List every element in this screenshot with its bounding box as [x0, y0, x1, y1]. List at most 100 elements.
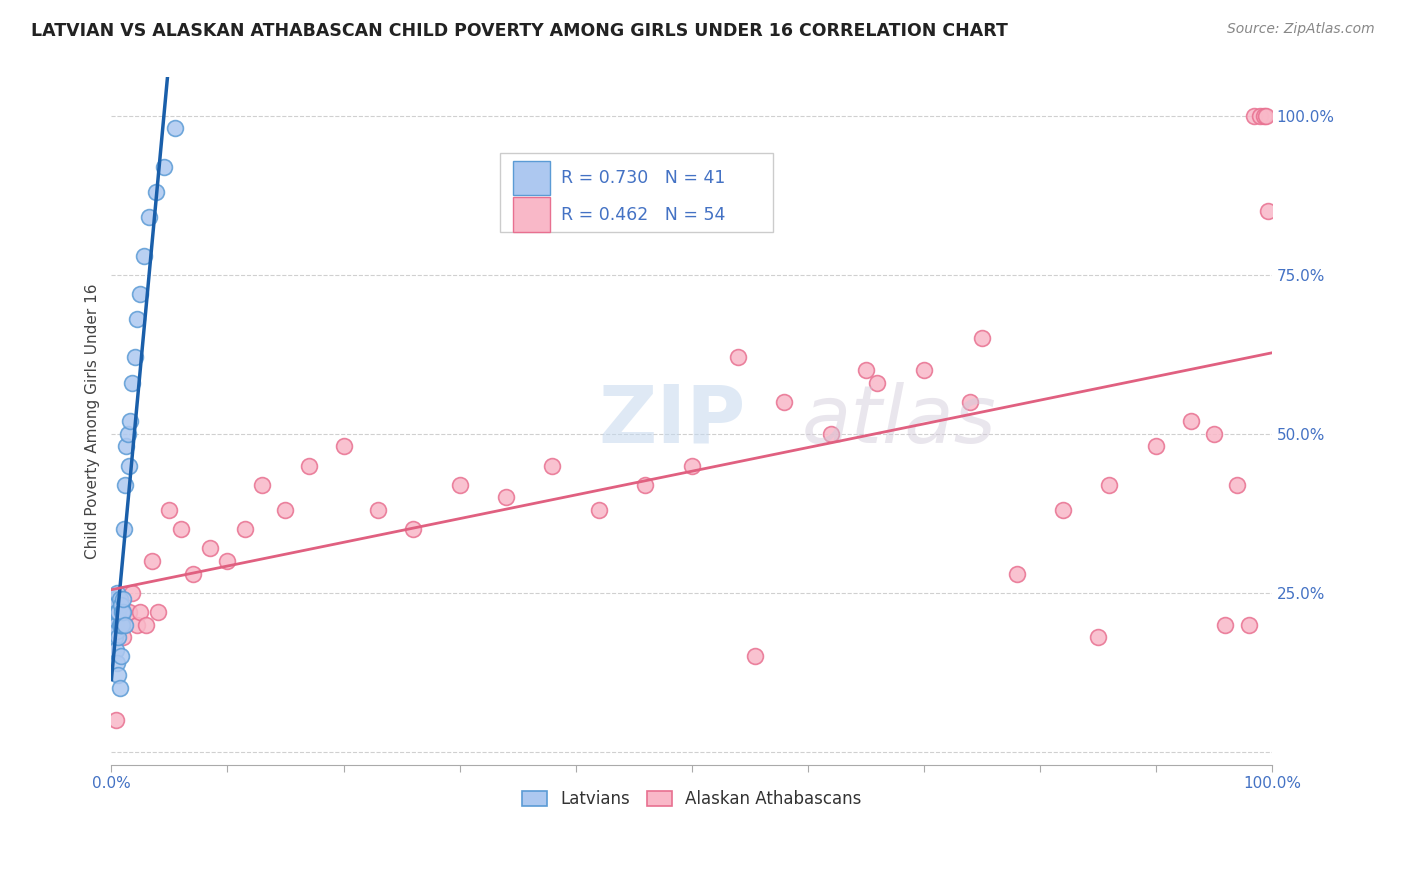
Point	[108, 617, 131, 632]
Point	[105, 605, 128, 619]
Legend: Latvians, Alaskan Athabascans: Latvians, Alaskan Athabascans	[515, 783, 868, 814]
Point	[110, 649, 132, 664]
Point	[274, 503, 297, 517]
Point	[105, 624, 128, 638]
Point	[217, 554, 239, 568]
Point	[332, 439, 354, 453]
Point	[181, 566, 204, 581]
Point	[110, 599, 132, 613]
Point	[115, 439, 138, 453]
Point	[252, 477, 274, 491]
Point	[105, 617, 128, 632]
Point	[125, 617, 148, 632]
Text: LATVIAN VS ALASKAN ATHABASCAN CHILD POVERTY AMONG GIRLS UNDER 16 CORRELATION CHA: LATVIAN VS ALASKAN ATHABASCAN CHILD POVE…	[31, 22, 1008, 40]
Point	[107, 630, 129, 644]
Point	[111, 592, 134, 607]
Point	[1005, 566, 1028, 581]
Point	[588, 503, 610, 517]
Point	[111, 605, 134, 619]
Point	[198, 541, 221, 556]
Point	[367, 503, 389, 517]
Point	[104, 630, 127, 644]
Point	[146, 605, 169, 619]
Point	[298, 458, 321, 473]
Point	[1243, 109, 1265, 123]
Point	[681, 458, 703, 473]
Point	[107, 605, 129, 619]
Point	[111, 630, 134, 644]
Point	[1180, 414, 1202, 428]
Point	[165, 121, 187, 136]
Point	[118, 458, 141, 473]
Point	[495, 491, 517, 505]
Point	[114, 477, 136, 491]
Point	[820, 426, 842, 441]
FancyBboxPatch shape	[501, 153, 773, 232]
Point	[1237, 617, 1260, 632]
Point	[1254, 109, 1277, 123]
FancyBboxPatch shape	[513, 161, 550, 195]
Point	[103, 617, 125, 632]
Point	[104, 611, 127, 625]
Text: ZIP: ZIP	[599, 382, 747, 460]
Point	[129, 605, 152, 619]
Point	[135, 617, 157, 632]
Point	[855, 363, 877, 377]
Point	[449, 477, 471, 491]
Point	[1215, 617, 1237, 632]
Point	[118, 414, 141, 428]
Point	[118, 605, 141, 619]
Point	[132, 249, 155, 263]
Point	[105, 656, 128, 670]
Point	[541, 458, 564, 473]
Point	[105, 599, 128, 613]
Point	[121, 376, 143, 390]
Point	[107, 592, 129, 607]
Point	[103, 605, 125, 619]
Point	[866, 376, 889, 390]
Point	[129, 286, 152, 301]
Point	[152, 160, 174, 174]
Point	[970, 331, 993, 345]
Point	[110, 617, 132, 632]
Point	[959, 395, 981, 409]
Text: atlas: atlas	[801, 382, 997, 460]
Point	[105, 643, 128, 657]
Point	[110, 617, 132, 632]
Point	[108, 681, 131, 695]
Point	[105, 713, 128, 727]
FancyBboxPatch shape	[513, 197, 550, 232]
Point	[773, 395, 796, 409]
Point	[744, 649, 766, 664]
Point	[107, 668, 129, 682]
Point	[108, 592, 131, 607]
Text: Source: ZipAtlas.com: Source: ZipAtlas.com	[1227, 22, 1375, 37]
Point	[145, 185, 167, 199]
Point	[159, 503, 181, 517]
Point	[103, 605, 125, 619]
Text: R = 0.730   N = 41: R = 0.730 N = 41	[561, 169, 725, 187]
Point	[112, 522, 135, 536]
Point	[727, 351, 749, 365]
Point	[124, 351, 146, 365]
Point	[170, 522, 193, 536]
Point	[114, 617, 136, 632]
Point	[1253, 109, 1275, 123]
Point	[233, 522, 256, 536]
Point	[1257, 204, 1279, 219]
Point	[117, 426, 139, 441]
Point	[912, 363, 935, 377]
Point	[125, 312, 148, 326]
Point	[141, 554, 163, 568]
Point	[634, 477, 657, 491]
Point	[138, 211, 160, 225]
Point	[121, 586, 143, 600]
Y-axis label: Child Poverty Among Girls Under 16: Child Poverty Among Girls Under 16	[86, 284, 100, 558]
Point	[104, 592, 127, 607]
Point	[1087, 630, 1109, 644]
Point	[1098, 477, 1121, 491]
Point	[111, 617, 134, 632]
Point	[1202, 426, 1225, 441]
Point	[1249, 109, 1271, 123]
Point	[1226, 477, 1249, 491]
